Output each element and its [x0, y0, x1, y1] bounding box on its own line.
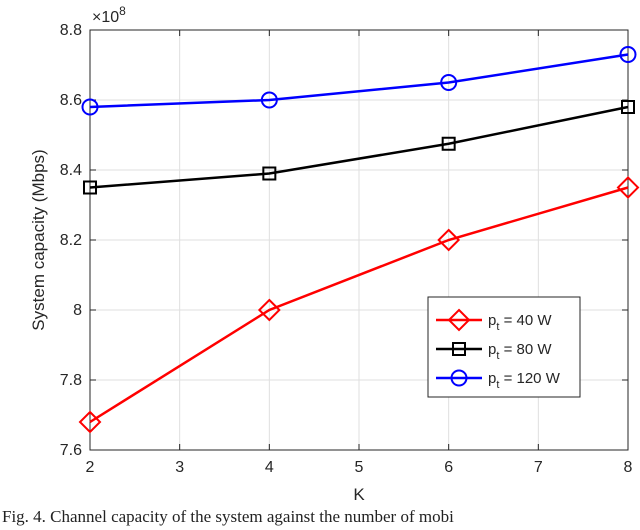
series-line: [89, 186, 629, 424]
diamond-marker: [437, 228, 461, 252]
series-3: [81, 46, 637, 116]
circle-marker: [450, 369, 468, 387]
x-tick-label: 5: [355, 459, 364, 476]
legend-item: pt = 120 W: [436, 369, 561, 391]
x-axis-label: K: [353, 485, 365, 504]
series-line: [89, 53, 629, 109]
diamond-marker: [447, 308, 471, 332]
square-marker: [452, 342, 466, 356]
square-marker: [441, 136, 456, 151]
y-tick-label: 8.2: [60, 232, 82, 249]
series-1: [78, 176, 640, 434]
series-2: [83, 100, 635, 195]
circle-marker: [81, 98, 99, 116]
y-tick-labels: 7.6 7.8 8 8.2 8.4 8.6 8.8: [60, 22, 82, 459]
y-axis-label: System capacity (Mbps): [29, 149, 48, 330]
x-tick-label: 3: [175, 459, 184, 476]
figure-caption: Fig. 4. Channel capacity of the system a…: [2, 507, 454, 526]
y-tick-label: 8.6: [60, 92, 82, 109]
y-tick-label: 8.4: [60, 162, 82, 179]
square-marker: [262, 166, 277, 181]
x-tick-label: 2: [86, 459, 95, 476]
series-line: [89, 105, 629, 189]
y-tick-label: 8: [73, 302, 82, 319]
series: [78, 46, 640, 434]
circle-marker: [440, 74, 458, 91]
legend-item: pt = 40 W: [436, 308, 552, 333]
circle-marker: [619, 46, 637, 63]
diamond-marker: [257, 298, 281, 322]
y-exponent-label: ×108: [92, 4, 126, 26]
legend-label: pt = 40 W: [488, 312, 552, 333]
diamond-marker: [78, 410, 102, 434]
diamond-marker: [616, 176, 640, 199]
square-marker: [621, 100, 635, 114]
circle-marker: [260, 91, 278, 109]
y-tick-label: 7.6: [60, 442, 82, 459]
ticks: [89, 29, 629, 451]
x-tick-labels: 2 3 4 5 6 7 8: [86, 459, 633, 476]
legend-label: pt = 120 W: [488, 370, 561, 391]
x-tick-label: 7: [534, 459, 543, 476]
square-marker: [83, 180, 97, 195]
legend: pt = 40 W pt = 80 W pt = 120 W: [427, 296, 581, 398]
legend-label: pt = 80 W: [488, 341, 552, 362]
x-tick-label: 8: [624, 459, 633, 476]
x-tick-label: 6: [444, 459, 453, 476]
y-tick-label: 8.8: [60, 22, 82, 39]
x-tick-label: 4: [265, 459, 274, 476]
chart: 2 3 4 5 6 7 8 7.6 7.8 8 8.2 8.4 8.6 8.8 ×108 K Syste…: [29, 4, 640, 504]
y-tick-label: 7.8: [60, 372, 82, 389]
legend-item: pt = 80 W: [436, 341, 552, 362]
